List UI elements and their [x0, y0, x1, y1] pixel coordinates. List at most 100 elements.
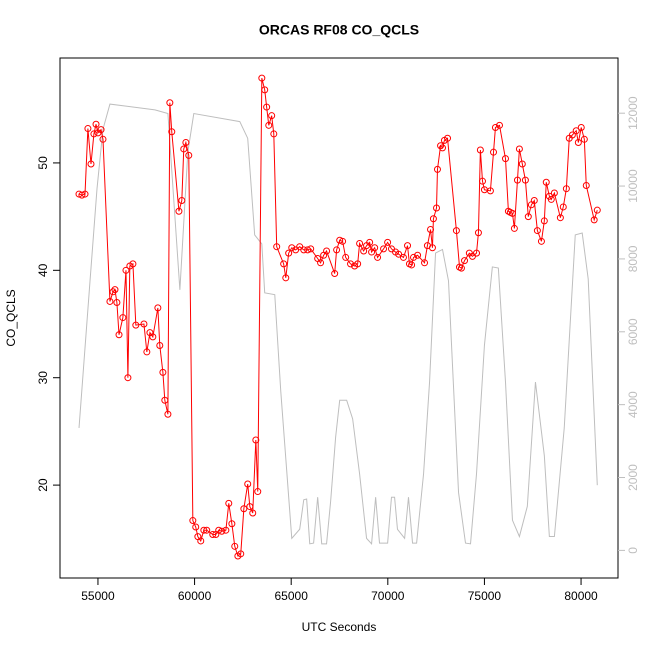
x-tick-label: 75000 [468, 589, 502, 603]
y2-tick-label: 4000 [626, 391, 640, 418]
data-point [371, 244, 379, 252]
data-point [452, 227, 460, 235]
data-point [457, 264, 465, 272]
data-point [307, 245, 315, 253]
x-tick-label: 60000 [178, 589, 212, 603]
data-point [122, 266, 130, 274]
data-point [189, 517, 197, 525]
data-point [577, 123, 585, 131]
data-point [261, 86, 269, 94]
data-point [78, 191, 86, 199]
x-tick-label: 80000 [564, 589, 598, 603]
y2-tick-label: 2000 [626, 464, 640, 491]
data-point [240, 505, 248, 513]
data-point [90, 130, 98, 138]
data-point [140, 320, 148, 328]
data-point [433, 204, 441, 212]
data-point [550, 189, 558, 197]
x-tick-label: 70000 [371, 589, 405, 603]
data-point [182, 139, 190, 147]
data-point [414, 251, 422, 259]
data-point [479, 177, 487, 185]
data-point [97, 126, 105, 134]
data-point [437, 142, 445, 150]
data-point [168, 128, 176, 136]
data-point [582, 181, 590, 189]
data-point [427, 226, 435, 234]
data-point [360, 247, 368, 255]
data-point [180, 145, 188, 153]
data-point [339, 237, 347, 245]
data-point [408, 261, 416, 269]
data-point [288, 244, 296, 252]
data-point [474, 229, 482, 237]
data-point [222, 526, 230, 534]
data-point [132, 321, 140, 329]
data-point [304, 246, 312, 254]
data-point [556, 214, 564, 222]
data-point [317, 259, 325, 267]
data-point [159, 368, 167, 376]
data-point [215, 526, 223, 534]
data-point [265, 121, 273, 129]
data-point [593, 206, 601, 214]
data-point [203, 526, 211, 534]
data-point [473, 249, 481, 257]
data-line [78, 103, 598, 545]
y2-tick-label: 12000 [626, 96, 640, 130]
data-point [225, 499, 233, 507]
data-point [268, 112, 276, 120]
data-point [384, 238, 392, 246]
data-point [166, 99, 174, 107]
data-point [486, 187, 494, 195]
data-point [280, 260, 288, 268]
data-point [366, 238, 374, 246]
data-point [461, 257, 469, 265]
data-point [119, 314, 127, 322]
data-point [515, 145, 523, 153]
data-point [433, 165, 441, 173]
data-point [524, 213, 532, 221]
data-point [562, 185, 570, 193]
chart-title: ORCAS RF08 CO_QCLS [259, 22, 419, 38]
data-point [164, 410, 172, 418]
data-point [513, 176, 521, 184]
data-point [285, 249, 293, 257]
data-point [490, 148, 498, 156]
data-point [347, 260, 355, 268]
data-point [109, 288, 117, 296]
data-point [175, 207, 183, 215]
data-point [273, 243, 281, 251]
data-point [263, 103, 271, 111]
data-point [501, 155, 509, 163]
data-point [395, 250, 403, 258]
data-point [249, 509, 257, 517]
data-point [333, 246, 341, 254]
data-point [590, 216, 598, 224]
data-point [438, 144, 446, 152]
data-point [129, 260, 137, 268]
data-point [258, 74, 266, 82]
data-point [374, 253, 382, 261]
y2-tick-label: 8000 [626, 245, 640, 272]
data-point [429, 215, 437, 223]
data-point [399, 253, 407, 261]
x-axis-label: UTC Seconds [302, 620, 377, 634]
data-point [143, 348, 151, 356]
data-point [547, 195, 555, 203]
data-point [192, 523, 200, 531]
data-point [496, 121, 504, 129]
data-point [218, 527, 226, 535]
y2-tick-label: 6000 [626, 318, 640, 345]
x-tick-label: 65000 [275, 589, 309, 603]
data-point [209, 531, 217, 539]
x-tick-label: 55000 [81, 589, 115, 603]
data-point [237, 550, 245, 558]
y-axis-label: CO_QCLS [4, 289, 18, 346]
data-point [508, 209, 516, 217]
data-point [356, 239, 364, 247]
data-point [99, 135, 107, 143]
data-point [252, 436, 260, 444]
data-point [540, 217, 548, 225]
